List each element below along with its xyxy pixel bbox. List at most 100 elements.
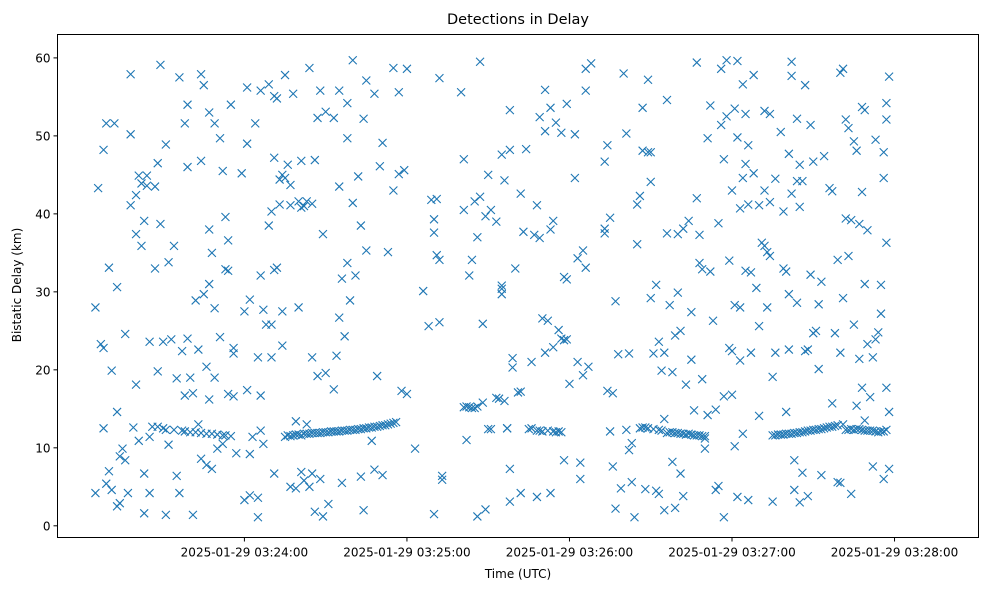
data-point xyxy=(372,422,382,432)
data-point xyxy=(196,156,206,166)
data-point xyxy=(500,396,509,406)
data-point xyxy=(865,392,875,402)
data-point xyxy=(654,489,664,499)
data-point xyxy=(535,233,545,243)
data-point xyxy=(811,326,821,336)
data-point xyxy=(137,241,146,251)
data-point xyxy=(223,266,233,276)
data-point xyxy=(513,388,523,397)
data-point xyxy=(754,411,764,421)
data-point xyxy=(497,150,507,159)
x-axis-label: Time (UTC) xyxy=(484,567,551,581)
data-point xyxy=(202,362,211,372)
data-point xyxy=(334,182,344,191)
data-point xyxy=(315,474,325,484)
data-point xyxy=(532,200,542,210)
data-point xyxy=(131,380,141,390)
data-point xyxy=(705,101,715,110)
data-point xyxy=(519,227,528,237)
data-point xyxy=(849,136,859,146)
data-point xyxy=(879,147,889,157)
data-point xyxy=(207,248,217,258)
data-point xyxy=(562,99,572,109)
y-tick-label: 60 xyxy=(35,51,50,65)
data-point xyxy=(760,241,769,251)
data-point xyxy=(816,277,826,287)
data-point xyxy=(218,166,228,176)
data-point xyxy=(429,228,439,237)
data-point xyxy=(770,174,780,184)
data-point xyxy=(697,374,707,384)
data-point xyxy=(291,483,301,493)
data-point xyxy=(584,362,593,372)
data-point xyxy=(472,512,482,521)
data-point xyxy=(646,147,656,157)
data-point xyxy=(280,70,290,80)
data-point xyxy=(508,363,517,372)
data-point xyxy=(315,86,325,96)
data-point xyxy=(730,104,740,113)
data-point xyxy=(854,219,864,229)
data-point xyxy=(719,512,729,522)
data-point xyxy=(394,87,404,97)
data-point xyxy=(256,391,266,400)
data-point xyxy=(126,69,136,79)
data-point xyxy=(556,128,566,138)
data-point xyxy=(708,316,718,326)
data-point xyxy=(378,470,387,480)
data-point xyxy=(546,103,555,113)
data-point xyxy=(91,303,100,312)
data-point xyxy=(692,193,702,203)
data-point xyxy=(115,498,125,508)
data-point xyxy=(418,286,428,296)
data-point xyxy=(269,469,279,478)
data-point xyxy=(204,108,214,117)
data-point xyxy=(134,171,144,181)
data-point xyxy=(356,472,366,482)
data-point xyxy=(386,419,396,429)
data-point xyxy=(516,387,526,397)
data-point xyxy=(145,432,154,442)
data-point xyxy=(478,398,488,407)
data-point xyxy=(727,346,737,356)
data-point xyxy=(646,293,656,303)
data-point xyxy=(486,424,496,434)
data-point xyxy=(229,391,238,401)
data-point xyxy=(730,441,740,451)
data-point xyxy=(356,221,366,230)
data-point xyxy=(871,335,880,344)
data-point xyxy=(765,197,775,207)
data-point xyxy=(104,263,114,273)
data-point xyxy=(96,339,106,349)
data-point xyxy=(613,349,623,359)
data-point xyxy=(876,427,886,436)
data-point xyxy=(651,280,661,290)
data-point xyxy=(605,427,615,436)
data-point xyxy=(296,467,306,477)
data-point xyxy=(207,464,217,474)
data-point xyxy=(624,349,634,358)
data-point xyxy=(342,258,352,268)
data-point xyxy=(299,201,309,211)
data-point xyxy=(334,313,344,322)
data-point xyxy=(798,468,807,478)
data-point xyxy=(640,484,650,494)
data-point xyxy=(749,70,759,80)
data-point xyxy=(245,295,255,305)
data-point xyxy=(486,205,496,215)
data-point xyxy=(370,465,379,475)
data-point xyxy=(781,267,791,276)
data-point xyxy=(112,407,122,417)
data-point xyxy=(738,173,748,183)
data-point xyxy=(792,298,802,308)
data-point xyxy=(120,329,130,339)
data-point xyxy=(860,279,870,289)
data-point xyxy=(307,199,317,209)
data-point xyxy=(800,346,810,356)
data-point xyxy=(638,146,647,156)
data-point xyxy=(803,491,813,501)
data-point xyxy=(177,426,187,436)
data-point xyxy=(424,321,433,331)
data-point xyxy=(551,118,561,128)
